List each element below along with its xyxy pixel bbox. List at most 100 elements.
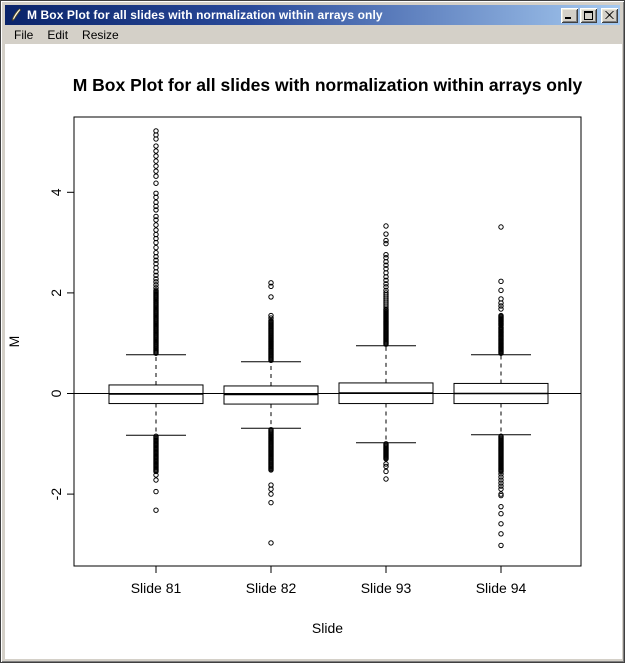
outlier-point: [153, 477, 159, 483]
x-tick-label: Slide 81: [131, 580, 182, 596]
outlier-point: [153, 222, 159, 228]
outlier-point: [268, 294, 274, 300]
outlier-point: [153, 472, 159, 478]
minimize-icon: [565, 16, 571, 19]
outlier-point: [498, 492, 504, 499]
outlier-point: [153, 285, 159, 291]
x-tick-label: Slide 82: [246, 580, 297, 596]
outlier-point: [383, 231, 389, 237]
titlebar[interactable]: M Box Plot for all slides with normaliza…: [5, 5, 620, 25]
maximize-icon: [584, 10, 593, 20]
outlier-point: [383, 237, 389, 244]
outlier-point: [153, 143, 159, 149]
outlier-point: [383, 262, 389, 268]
quill-icon: [8, 7, 23, 23]
outlier-point: [498, 511, 504, 517]
outlier-point: [383, 463, 389, 470]
close-button[interactable]: [601, 7, 618, 23]
menu-resize[interactable]: Resize: [82, 27, 119, 42]
menubar: File Edit Resize: [5, 25, 620, 44]
outlier-point: [498, 303, 504, 309]
outlier-point: [268, 317, 274, 324]
outlier-point: [153, 190, 159, 197]
outlier-point: [153, 213, 159, 220]
outlier-point: [383, 254, 389, 261]
outlier-point: [383, 266, 389, 272]
outlier-point: [153, 261, 159, 267]
outlier-point: [498, 312, 504, 319]
menu-edit[interactable]: Edit: [47, 27, 69, 42]
outlier-point: [268, 540, 274, 546]
outlier-point: [383, 441, 389, 447]
outlier-point: [153, 173, 159, 179]
outlier-point: [153, 153, 159, 159]
outlier-point: [268, 427, 274, 433]
outlier-point: [153, 279, 159, 285]
y-tick-label: -2: [48, 488, 64, 501]
outlier-point: [153, 244, 159, 251]
outlier-point: [383, 290, 389, 296]
outlier-point: [153, 180, 159, 186]
menu-file[interactable]: File: [14, 27, 34, 42]
outlier-point: [153, 287, 159, 294]
outlier-point: [383, 476, 389, 482]
box-group: [108, 128, 204, 513]
y-tick-label: 2: [48, 289, 64, 297]
outlier-point: [153, 217, 159, 223]
outlier-point: [383, 287, 389, 294]
outlier-point: [268, 315, 274, 321]
outlier-point: [268, 280, 274, 286]
x-tick-label: Slide 94: [476, 580, 527, 596]
outlier-point: [383, 240, 389, 247]
outlier-point: [383, 251, 389, 258]
outlier-point: [498, 471, 504, 477]
minimize-button[interactable]: [561, 7, 578, 23]
box-group: [453, 224, 549, 549]
outlier-point: [153, 507, 159, 513]
outliers: [268, 280, 274, 546]
outlier-point: [153, 249, 159, 256]
maximize-button[interactable]: [580, 7, 597, 23]
plot-frame: [73, 116, 582, 567]
outlier-point: [383, 223, 389, 229]
outlier-point: [268, 283, 274, 290]
outlier-point: [383, 284, 389, 290]
window-title: M Box Plot for all slides with normaliza…: [27, 8, 383, 22]
y-tick-label: 0: [48, 389, 64, 397]
outlier-point: [498, 296, 504, 302]
outlier-point: [153, 199, 159, 206]
outliers: [383, 223, 389, 482]
outlier-point: [153, 128, 159, 134]
outlier-point: [383, 468, 389, 475]
outlier-point: [268, 499, 274, 506]
outlier-point: [498, 486, 504, 492]
outlier-point: [498, 278, 504, 285]
outlier-point: [153, 168, 159, 174]
y-tick-label: 4: [48, 188, 64, 196]
outlier-point: [498, 521, 504, 527]
outlier-point: [498, 474, 504, 480]
outlier-point: [383, 277, 389, 284]
outlier-point: [498, 224, 504, 230]
outlier-point: [268, 312, 274, 319]
outlier-point: [498, 480, 504, 486]
outlier-point: [153, 148, 159, 154]
outlier-point: [153, 257, 159, 263]
outlier-point: [498, 477, 504, 483]
plot-device-area: M Box Plot for all slides with normaliza…: [5, 44, 622, 659]
outlier-point: [153, 227, 159, 233]
outlier-point: [153, 282, 159, 288]
outlier-point: [268, 491, 274, 497]
outlier-point: [498, 542, 504, 549]
boxplot-canvas: M Box Plot for all slides with normaliza…: [6, 75, 583, 636]
outlier-point: [498, 306, 504, 312]
box-group: [338, 223, 434, 482]
outlier-point: [498, 433, 504, 439]
close-icon: [605, 11, 614, 19]
outlier-point: [153, 207, 159, 213]
outlier-point: [383, 281, 389, 287]
outlier-point: [383, 461, 389, 467]
outlier-point: [498, 531, 504, 537]
chart-title: M Box Plot for all slides with normaliza…: [73, 75, 583, 95]
